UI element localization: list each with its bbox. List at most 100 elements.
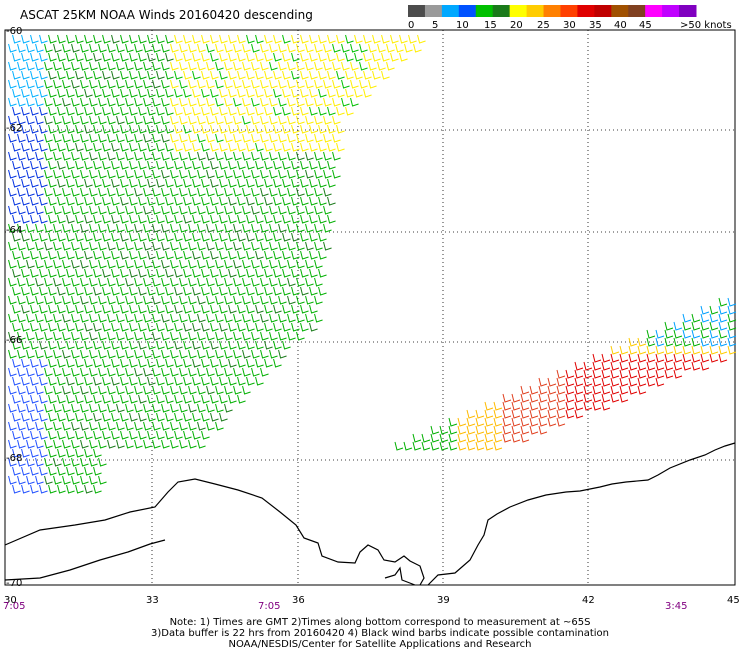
wind-barb <box>327 196 336 206</box>
wind-barb <box>287 313 296 323</box>
wind-barb <box>233 349 242 359</box>
wind-barb <box>125 403 134 413</box>
wind-barb <box>305 277 314 287</box>
wind-barb <box>80 151 89 161</box>
wind-barb <box>111 232 120 242</box>
wind-barb <box>53 97 62 107</box>
wind-barb <box>233 169 242 179</box>
wind-barb <box>300 232 309 242</box>
wind-barb <box>314 259 323 269</box>
wind-barb <box>278 61 287 71</box>
wind-barb <box>309 106 318 116</box>
wind-barb <box>219 304 228 314</box>
wind-barb <box>179 349 188 359</box>
wind-barb <box>53 295 62 305</box>
wind-barb <box>201 232 210 242</box>
wind-barb <box>718 329 728 339</box>
wind-barb <box>300 322 309 332</box>
wind-barb <box>309 160 318 170</box>
wind-barb <box>183 106 192 116</box>
wind-barb <box>215 241 224 251</box>
wind-barb <box>260 79 269 89</box>
wind-barb <box>102 376 111 386</box>
wind-barb <box>237 34 246 44</box>
wind-barb <box>475 409 485 419</box>
wind-barb <box>336 142 345 152</box>
wind-barb <box>296 205 305 215</box>
wind-barb <box>165 142 174 152</box>
wind-barb <box>39 484 48 494</box>
legend-label-0: 0 <box>408 20 415 31</box>
wind-barb <box>30 88 39 98</box>
wind-barb <box>260 349 269 359</box>
wind-barb <box>84 232 93 242</box>
wind-barb <box>233 313 242 323</box>
legend-swatch <box>611 5 629 17</box>
wind-barb <box>201 304 210 314</box>
wind-barb <box>174 286 183 296</box>
wind-barb <box>138 268 147 278</box>
wind-barb <box>332 79 341 89</box>
wind-barb <box>305 151 314 161</box>
wind-barb <box>242 115 251 125</box>
wind-barb <box>116 223 125 233</box>
wind-barb <box>170 133 179 143</box>
wind-barb <box>264 124 273 134</box>
wind-barb <box>646 369 656 379</box>
wind-barb <box>188 403 197 413</box>
wind-barb <box>89 385 98 395</box>
wind-barb <box>71 331 80 341</box>
wind-barb <box>156 286 165 296</box>
wind-barb <box>102 124 111 134</box>
wind-barb <box>484 401 494 411</box>
wind-barb <box>197 43 206 53</box>
wind-barb <box>44 223 53 233</box>
wind-barb <box>35 61 44 71</box>
wind-barb <box>147 340 156 350</box>
wind-barb <box>354 70 363 80</box>
wind-barb <box>556 401 566 411</box>
wind-barb <box>502 417 512 427</box>
wind-barb <box>111 88 120 98</box>
wind-barb <box>219 322 228 332</box>
wind-barb <box>273 232 282 242</box>
wind-barb <box>26 439 35 449</box>
wind-barb <box>309 52 318 62</box>
wind-barb <box>120 250 129 260</box>
wind-barb <box>165 52 174 62</box>
wind-barb <box>147 196 156 206</box>
wind-barb <box>287 169 296 179</box>
wind-barb <box>143 367 152 377</box>
wind-barb <box>17 187 26 197</box>
wind-barb <box>264 34 273 44</box>
wind-barb <box>264 52 273 62</box>
wind-barb <box>62 133 71 143</box>
wind-barb <box>174 52 183 62</box>
wind-barb <box>152 241 161 251</box>
wind-barb <box>129 178 138 188</box>
wind-barb <box>417 34 426 44</box>
wind-barb <box>291 214 300 224</box>
wind-barb <box>21 34 30 44</box>
wind-barb <box>610 377 620 387</box>
wind-barb <box>53 349 62 359</box>
wind-barb <box>601 377 611 387</box>
wind-barb <box>129 124 138 134</box>
wind-barb <box>201 430 210 440</box>
wind-barb <box>174 34 183 44</box>
wind-barb <box>120 106 129 116</box>
wind-barb <box>93 304 102 314</box>
wind-barb <box>282 160 291 170</box>
wind-barb <box>493 417 503 427</box>
wind-barb <box>601 369 611 379</box>
wind-barb <box>30 160 39 170</box>
wind-barb <box>354 52 363 62</box>
wind-barb <box>152 421 161 431</box>
wind-barb <box>278 151 287 161</box>
wind-barb <box>75 124 84 134</box>
wind-barb <box>206 421 215 431</box>
wind-barb <box>237 178 246 188</box>
wind-barb <box>116 43 125 53</box>
wind-barb <box>278 259 287 269</box>
wind-barb <box>66 466 75 476</box>
